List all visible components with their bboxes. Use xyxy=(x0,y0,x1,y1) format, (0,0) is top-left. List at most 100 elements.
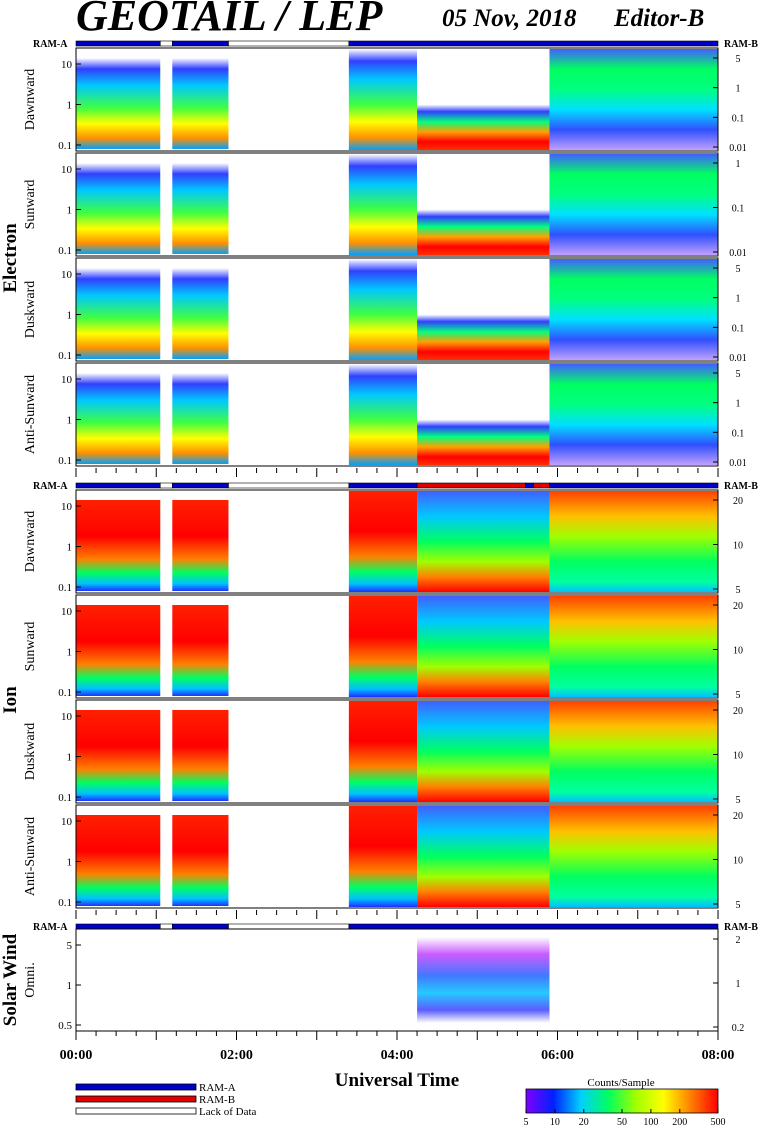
spectrogram-block xyxy=(417,937,550,1023)
colorbar-tick-label: 20 xyxy=(579,1117,589,1128)
mode-segment xyxy=(533,482,550,489)
spectrogram-block xyxy=(549,364,718,465)
x-tick-label: 06:00 xyxy=(541,1048,574,1063)
panel-frame xyxy=(75,489,719,594)
right-tick-label: 1 xyxy=(736,399,741,410)
left-tick-label: 1 xyxy=(67,415,73,427)
right-tick-label: 0.01 xyxy=(729,143,747,154)
colorbar-tick-label: 50 xyxy=(617,1117,627,1128)
colorbar-tick-label: 5 xyxy=(524,1117,529,1128)
spectrogram-block xyxy=(417,49,550,150)
legend-swatch xyxy=(75,1083,197,1091)
ion-x-ticks xyxy=(75,910,719,919)
spectrogram-block xyxy=(417,491,550,592)
spectrogram-block xyxy=(172,710,229,801)
solarwind-x-ticks xyxy=(75,1031,719,1040)
mode-segment xyxy=(348,40,719,47)
spectrogram-block xyxy=(76,268,161,359)
left-tick-label: 1 xyxy=(67,205,73,217)
spectrogram-block xyxy=(348,701,418,802)
electron-panel-duskward: 10 1 0.1 5 1 0.1 0.01 Duskward xyxy=(23,257,747,364)
spectrogram-block xyxy=(549,806,718,907)
ion-panel-sunward: 10 1 0.1 20 10 5 Sunward xyxy=(23,594,743,701)
right-tick-label: 5 xyxy=(736,795,741,806)
legend-swatch xyxy=(75,1107,197,1115)
ion-mode-bar xyxy=(75,482,719,489)
left-tick-label: 1 xyxy=(67,542,73,554)
spectrogram-block xyxy=(348,154,418,255)
colorbar-title: Counts/Sample xyxy=(587,1077,654,1089)
right-tick-label: 5 xyxy=(736,690,741,701)
left-tick-label: 10 xyxy=(61,374,73,386)
panel-label: Duskward xyxy=(23,723,38,781)
electron-x-ticks xyxy=(75,468,719,477)
right-tick-label: 0.1 xyxy=(732,113,745,124)
spectrogram-block xyxy=(417,259,550,360)
plot-title: GEOTAIL / LEP xyxy=(76,0,384,40)
right-tick-label: 10 xyxy=(733,751,743,762)
panel-label: Sunward xyxy=(23,180,38,230)
spectrogram-block xyxy=(417,154,550,255)
left-tick-label: 10 xyxy=(61,711,73,723)
spectrogram-block xyxy=(76,500,161,591)
panel-label: Anti-Sunward xyxy=(23,817,38,896)
right-tick-label: 10 xyxy=(733,541,743,552)
spectrogram-block xyxy=(348,596,418,697)
spectrogram-block xyxy=(417,596,550,697)
colorbar-tick-label: 10 xyxy=(550,1117,560,1128)
electron-panel-sunward: 10 1 0.1 1 0.1 0.01 Sunward xyxy=(23,152,747,259)
spectrogram-block xyxy=(417,806,550,907)
panel-frame xyxy=(75,928,719,1032)
left-tick-label: 1 xyxy=(67,752,73,764)
right-tick-label: 1 xyxy=(736,84,741,95)
x-tick-label: 04:00 xyxy=(381,1048,414,1063)
left-tick-label: 1 xyxy=(67,310,73,322)
left-tick-label: 0.1 xyxy=(58,245,72,257)
right-tick-label: 20 xyxy=(733,706,743,717)
spectrogram-block xyxy=(348,491,418,592)
mode-segment xyxy=(525,482,534,489)
right-tick-label: 5 xyxy=(736,585,741,596)
spectrogram-block xyxy=(417,701,550,802)
spectrogram-block xyxy=(172,163,229,254)
panels-layer: RAM-A RAM-B 10 1 0.1 5 1 0.1 0.01 Dawnward 10 1 0.1 1… xyxy=(0,39,758,1040)
spectrogram-block xyxy=(172,268,229,359)
right-tick-label: 5 xyxy=(736,264,741,275)
mode-segment xyxy=(228,923,350,930)
panel-frame xyxy=(75,699,719,804)
panel-frame xyxy=(75,152,719,257)
panel-frame xyxy=(75,362,719,467)
electron-panel-dawnward: 10 1 0.1 5 1 0.1 0.01 Dawnward xyxy=(23,47,747,154)
right-tick-label: 0.1 xyxy=(732,323,745,334)
panel-frame xyxy=(75,594,719,699)
right-tick-label: 0.2 xyxy=(732,1023,745,1034)
left-tick-label: 10 xyxy=(61,269,73,281)
spectrogram-block xyxy=(76,163,161,254)
left-tick-label: 0.1 xyxy=(58,140,72,152)
mode-segment xyxy=(348,482,418,489)
left-tick-label: 5 xyxy=(67,940,73,952)
right-tick-label: 20 xyxy=(733,601,743,612)
mode-segment xyxy=(159,482,173,489)
ram-b-label: RAM-B xyxy=(724,481,758,492)
spectrogram-block xyxy=(549,259,718,360)
panel-label: Dawnward xyxy=(23,69,38,130)
left-tick-label: 1 xyxy=(67,647,73,659)
electron-mode-bar xyxy=(75,40,719,47)
spectrogram-block xyxy=(172,58,229,149)
panel-label: Dawnward xyxy=(23,511,38,572)
spectrogram-block xyxy=(549,154,718,255)
right-tick-label: 5 xyxy=(736,54,741,65)
panel-frame xyxy=(75,804,719,909)
panel-label: Omni. xyxy=(23,962,38,997)
right-tick-label: 1 xyxy=(736,979,741,990)
right-tick-label: 2 xyxy=(736,935,741,946)
mode-segment xyxy=(75,923,161,930)
ram-a-label: RAM-A xyxy=(33,39,68,50)
left-tick-label: 0.1 xyxy=(58,350,72,362)
spectrogram-block xyxy=(549,49,718,150)
spectrogram-block xyxy=(76,605,161,696)
group-label: Electron xyxy=(0,223,21,293)
group-label: Ion xyxy=(0,686,21,714)
